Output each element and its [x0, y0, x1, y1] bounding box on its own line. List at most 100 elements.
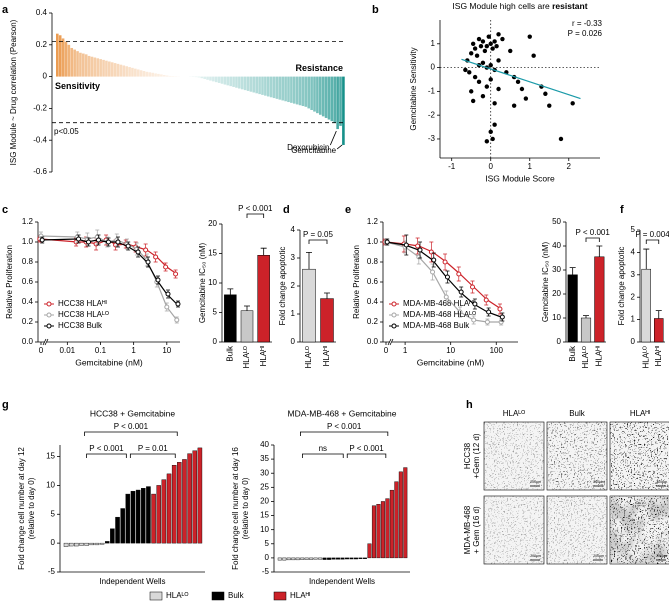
bar [119, 64, 123, 77]
significance-bracket [346, 453, 387, 458]
bar [94, 542, 100, 546]
point [490, 46, 495, 51]
point [484, 139, 490, 144]
point [443, 294, 449, 300]
point [472, 74, 478, 80]
bar [197, 447, 203, 544]
point [496, 86, 501, 92]
bar [58, 35, 62, 77]
y-tick-label: 1.2 [22, 217, 34, 226]
bar [316, 76, 319, 114]
panel-letter: g [2, 399, 9, 411]
bar [594, 256, 605, 343]
point [415, 243, 421, 249]
bar [235, 76, 238, 88]
scale-bar-label: 200μm [656, 554, 667, 558]
significance-label: P < 0.001 [576, 228, 611, 237]
bar [349, 557, 354, 560]
bar [327, 76, 331, 120]
y-axis-label: Gemcitabine IC₅₀ (nM) [198, 242, 207, 323]
point [497, 306, 503, 312]
bar [403, 467, 408, 559]
scale-bar-label: 200μm [593, 480, 604, 484]
error-bar [306, 252, 312, 270]
bar [275, 76, 279, 99]
bar [162, 75, 166, 77]
bar [214, 76, 218, 83]
legend-label: HCC38 Bulk [58, 321, 103, 330]
bar [302, 268, 316, 343]
point [430, 269, 436, 275]
y-tick-label: 1.2 [367, 217, 379, 226]
significance-bracket [300, 431, 389, 436]
point [492, 101, 497, 106]
x-tick-label: 0.1 [95, 346, 107, 355]
bar [192, 450, 198, 544]
bar [580, 317, 592, 343]
point [467, 70, 472, 75]
bar [226, 76, 230, 86]
bar [168, 75, 172, 77]
y-tick-label: 0.6 [22, 277, 34, 286]
bar [264, 76, 267, 96]
point [174, 317, 180, 323]
bar [125, 66, 128, 77]
point [442, 259, 448, 265]
bar [156, 485, 161, 544]
micrograph-texture [610, 496, 669, 564]
bar [200, 76, 204, 79]
panel-letter: h [466, 399, 473, 411]
point [115, 239, 121, 245]
panel-letter: a [2, 4, 9, 16]
bar [108, 61, 111, 77]
bar [310, 76, 313, 110]
error-bar [596, 245, 603, 257]
bar [93, 57, 97, 77]
bar [243, 76, 247, 91]
row-label: MDA-MB-468 [463, 505, 472, 554]
significance-label: P < 0.001 [349, 444, 384, 453]
bar [141, 488, 146, 544]
x-tick-label: HLAᴸᴼ [641, 346, 650, 368]
x-tick-label: 2 [567, 162, 572, 171]
bar [333, 76, 337, 123]
bar [336, 76, 339, 130]
y-tick-label: 1 [431, 39, 436, 48]
title-text: ISG Module high cells are [452, 1, 550, 11]
point [488, 77, 493, 82]
bar [380, 501, 385, 559]
bar [82, 53, 85, 77]
bar [313, 76, 316, 112]
annotation: Gemcitabine [291, 146, 336, 155]
point [417, 247, 423, 253]
y-tick-label: 0 [631, 337, 636, 346]
y-tick-label: 1 [291, 309, 296, 318]
y-axis-label: Fold change cell number at day 12 [17, 447, 26, 570]
bar [272, 76, 276, 99]
bar [654, 318, 664, 343]
y-tick-label: 30 [552, 265, 561, 274]
legend-marker [46, 323, 52, 329]
legend-swatch [273, 591, 287, 601]
bar [115, 516, 120, 544]
annotation: Sensitivity [55, 81, 100, 91]
y-tick-label: -2 [428, 110, 436, 119]
point [85, 239, 91, 245]
bar [345, 557, 350, 560]
panel-letter: f [620, 204, 624, 216]
legend-label: HLAᴴᴵ [290, 591, 310, 600]
y-tick-label: 4 [631, 248, 636, 257]
bar [220, 76, 224, 84]
x-tick-label: 0 [384, 346, 389, 355]
title-emphasis: resistant [552, 1, 588, 11]
point [463, 67, 468, 73]
point [165, 291, 171, 297]
x-tick-label: 1 [403, 346, 408, 355]
column-label: HLAᴸᴼ [503, 409, 525, 418]
panel-letter: c [2, 204, 8, 216]
bar [105, 60, 108, 77]
y-tick-label: -0.6 [33, 167, 47, 176]
bar [309, 557, 314, 560]
bar [110, 528, 115, 544]
bar [73, 49, 76, 77]
